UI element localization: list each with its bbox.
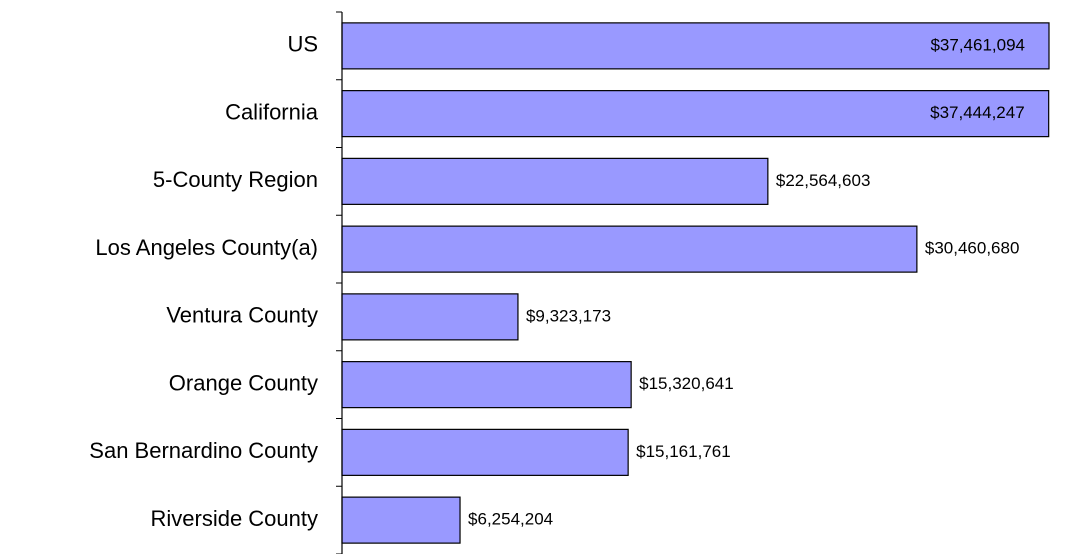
bar bbox=[341, 361, 632, 409]
value-label: $9,323,173 bbox=[526, 306, 611, 325]
bar bbox=[341, 90, 1050, 138]
y-tick-label: US bbox=[287, 32, 318, 57]
y-tick-label: California bbox=[225, 99, 319, 124]
bar bbox=[341, 225, 918, 273]
y-tick-label: San Bernardino County bbox=[89, 438, 318, 463]
value-label: $37,461,094 bbox=[930, 35, 1025, 54]
value-label: $22,564,603 bbox=[776, 171, 871, 190]
bar bbox=[341, 428, 629, 476]
y-tick-label: Ventura County bbox=[166, 303, 318, 328]
value-label: $15,161,761 bbox=[636, 442, 731, 461]
value-label: $6,254,204 bbox=[468, 510, 553, 529]
value-label: $15,320,641 bbox=[639, 374, 734, 393]
y-tick-label: Riverside County bbox=[150, 506, 318, 531]
value-label: $37,444,247 bbox=[930, 103, 1025, 122]
bar bbox=[341, 293, 519, 341]
bar bbox=[341, 496, 461, 544]
value-label: $30,460,680 bbox=[925, 239, 1020, 258]
y-tick-label: Orange County bbox=[169, 370, 318, 395]
bar bbox=[341, 157, 769, 205]
y-tick-label: Los Angeles County(a) bbox=[95, 235, 318, 260]
y-tick-label: 5-County Region bbox=[153, 167, 318, 192]
